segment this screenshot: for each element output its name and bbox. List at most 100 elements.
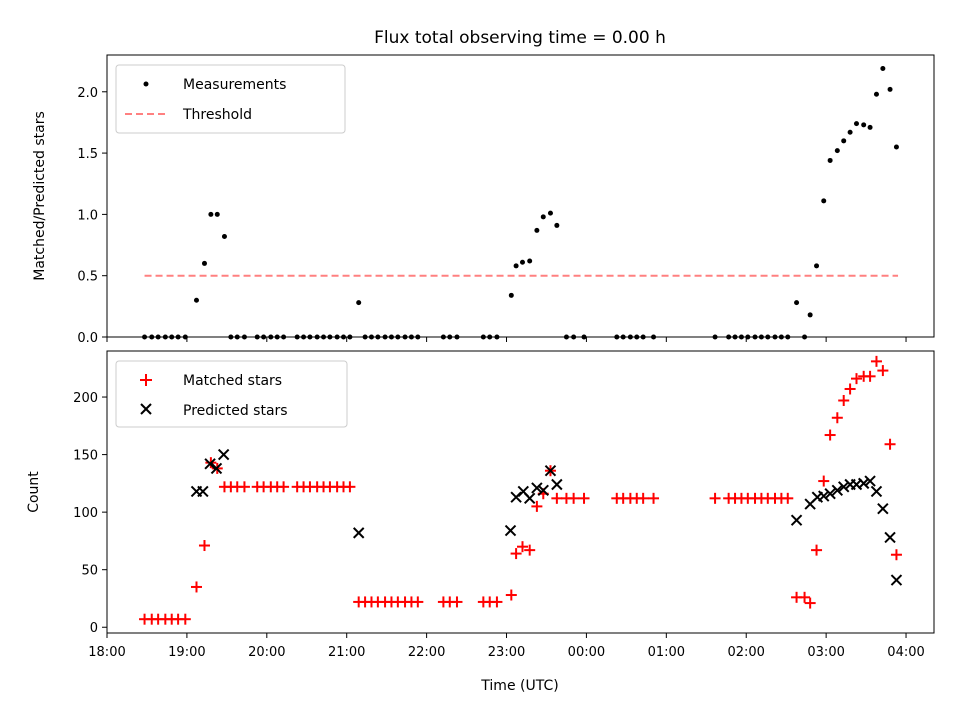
predicted-star-point bbox=[818, 490, 830, 502]
bottom-plot-frame bbox=[106, 350, 935, 634]
matched-star-point bbox=[179, 613, 191, 625]
legend-measurements-marker bbox=[143, 81, 149, 87]
bottom-y-tick-label: 50 bbox=[81, 564, 98, 579]
measurement-point bbox=[867, 124, 873, 130]
matched-star-point bbox=[870, 355, 882, 367]
top-axes: 0.00.51.01.52.0 Matched/Predicted stars … bbox=[32, 54, 935, 346]
measurement-point bbox=[547, 210, 553, 216]
predicted-star-point bbox=[790, 514, 803, 526]
bottom-y-tick-label: 0 bbox=[90, 621, 98, 636]
bottom-x-tick-label: 18:00 bbox=[88, 645, 125, 660]
measurement-point bbox=[201, 260, 207, 266]
measurement-point bbox=[214, 211, 220, 217]
matched-star-point bbox=[505, 589, 517, 601]
matched-star-point bbox=[238, 481, 250, 493]
measurement-point bbox=[513, 263, 519, 269]
matched-star-point bbox=[491, 596, 503, 608]
top-legend: Measurements Threshold bbox=[115, 64, 346, 134]
measurement-point bbox=[508, 292, 514, 298]
predicted-star-point bbox=[551, 478, 563, 491]
matched-star-point bbox=[568, 492, 580, 504]
predicted-star-point bbox=[877, 502, 889, 515]
predicted-star-point bbox=[857, 477, 870, 490]
predicted-star-point bbox=[870, 485, 883, 498]
bottom-x-tick-label: 19:00 bbox=[168, 645, 205, 660]
bottom-x-tick-label: 01:00 bbox=[648, 645, 685, 660]
matched-star-point bbox=[877, 365, 889, 377]
legend-matched-marker bbox=[140, 374, 152, 386]
matched-stars-series bbox=[139, 355, 902, 625]
top-y-tick-label: 0.0 bbox=[77, 331, 98, 346]
matched-star-point bbox=[510, 548, 522, 560]
top-y-tick-label: 2.0 bbox=[77, 86, 98, 101]
bottom-y-axis-label: Count bbox=[26, 471, 42, 513]
measurement-point bbox=[873, 91, 879, 97]
predicted-star-point bbox=[838, 481, 850, 493]
measurement-point bbox=[853, 121, 859, 127]
predicted-star-point bbox=[197, 485, 209, 498]
bottom-y-tick-label: 200 bbox=[73, 391, 98, 406]
top-plot-frame bbox=[106, 54, 935, 338]
matched-star-point bbox=[818, 475, 830, 487]
matched-star-point bbox=[782, 492, 794, 504]
matched-star-point bbox=[844, 383, 856, 395]
predicted-star-point bbox=[204, 458, 216, 470]
bottom-x-tick-label: 21:00 bbox=[328, 645, 365, 660]
matched-star-point bbox=[709, 492, 721, 504]
predicted-star-point bbox=[531, 482, 543, 494]
matched-star-point bbox=[344, 481, 356, 493]
top-y-axis-label: Matched/Predicted stars bbox=[32, 111, 48, 281]
measurement-point bbox=[807, 312, 813, 318]
legend-predicted-marker bbox=[140, 403, 152, 415]
bottom-axis-ticks: 0 50 100 150 200 18:00 19:00 20:00 21:00 22:00 23:… bbox=[73, 391, 925, 660]
legend-matched-label: Matched stars bbox=[183, 373, 282, 389]
matched-star-point bbox=[890, 549, 902, 561]
bottom-x-tick-label: 03:00 bbox=[807, 645, 844, 660]
matched-star-point bbox=[516, 541, 528, 553]
matched-star-point bbox=[412, 596, 424, 608]
measurement-point bbox=[821, 198, 827, 204]
predicted-star-point bbox=[210, 462, 223, 475]
bottom-x-tick-label: 20:00 bbox=[248, 645, 285, 660]
matched-star-point bbox=[850, 373, 862, 385]
top-y-tick-label: 0.5 bbox=[77, 270, 98, 285]
top-chart-title: Flux total observing time = 0.00 h bbox=[374, 28, 666, 48]
top-legend-box bbox=[115, 64, 346, 134]
bottom-x-tick-label: 22:00 bbox=[408, 645, 445, 660]
predicted-star-point bbox=[864, 475, 876, 487]
bottom-legend-box bbox=[115, 360, 348, 428]
top-y-tick-label: 1.0 bbox=[77, 208, 98, 223]
matched-star-point bbox=[824, 429, 836, 441]
matched-star-point bbox=[637, 492, 649, 504]
matched-star-point bbox=[804, 597, 816, 609]
bottom-x-tick-label: 02:00 bbox=[727, 645, 764, 660]
predicted-star-point bbox=[504, 524, 517, 537]
predicted-star-point bbox=[831, 484, 844, 496]
measurement-point bbox=[827, 157, 833, 163]
measurement-point bbox=[893, 144, 899, 150]
predicted-star-point bbox=[824, 488, 836, 500]
matched-star-point bbox=[884, 438, 896, 450]
measurement-point bbox=[841, 138, 847, 144]
measurement-point bbox=[208, 211, 214, 217]
measurement-point bbox=[880, 65, 886, 71]
measurement-point bbox=[519, 259, 525, 265]
matched-star-point bbox=[811, 544, 823, 556]
predicted-star-point bbox=[217, 448, 230, 461]
measurement-point bbox=[861, 122, 867, 128]
bottom-x-tick-label: 00:00 bbox=[568, 645, 605, 660]
legend-threshold-label: Threshold bbox=[182, 107, 252, 123]
matched-star-point bbox=[648, 492, 660, 504]
matched-star-point bbox=[838, 394, 850, 406]
predicted-star-point bbox=[884, 531, 896, 544]
bottom-y-tick-label: 100 bbox=[73, 506, 98, 521]
matched-star-point bbox=[551, 492, 563, 504]
top-axis-ticks: 0.0 0.5 1.0 1.5 2.0 bbox=[77, 86, 907, 346]
measurement-point bbox=[794, 300, 800, 306]
bottom-x-axis-label: Time (UTC) bbox=[480, 678, 558, 694]
predicted-star-point bbox=[510, 491, 522, 503]
measurement-point bbox=[534, 227, 540, 233]
bottom-x-tick-label: 23:00 bbox=[488, 645, 525, 660]
measurement-point bbox=[834, 148, 840, 154]
